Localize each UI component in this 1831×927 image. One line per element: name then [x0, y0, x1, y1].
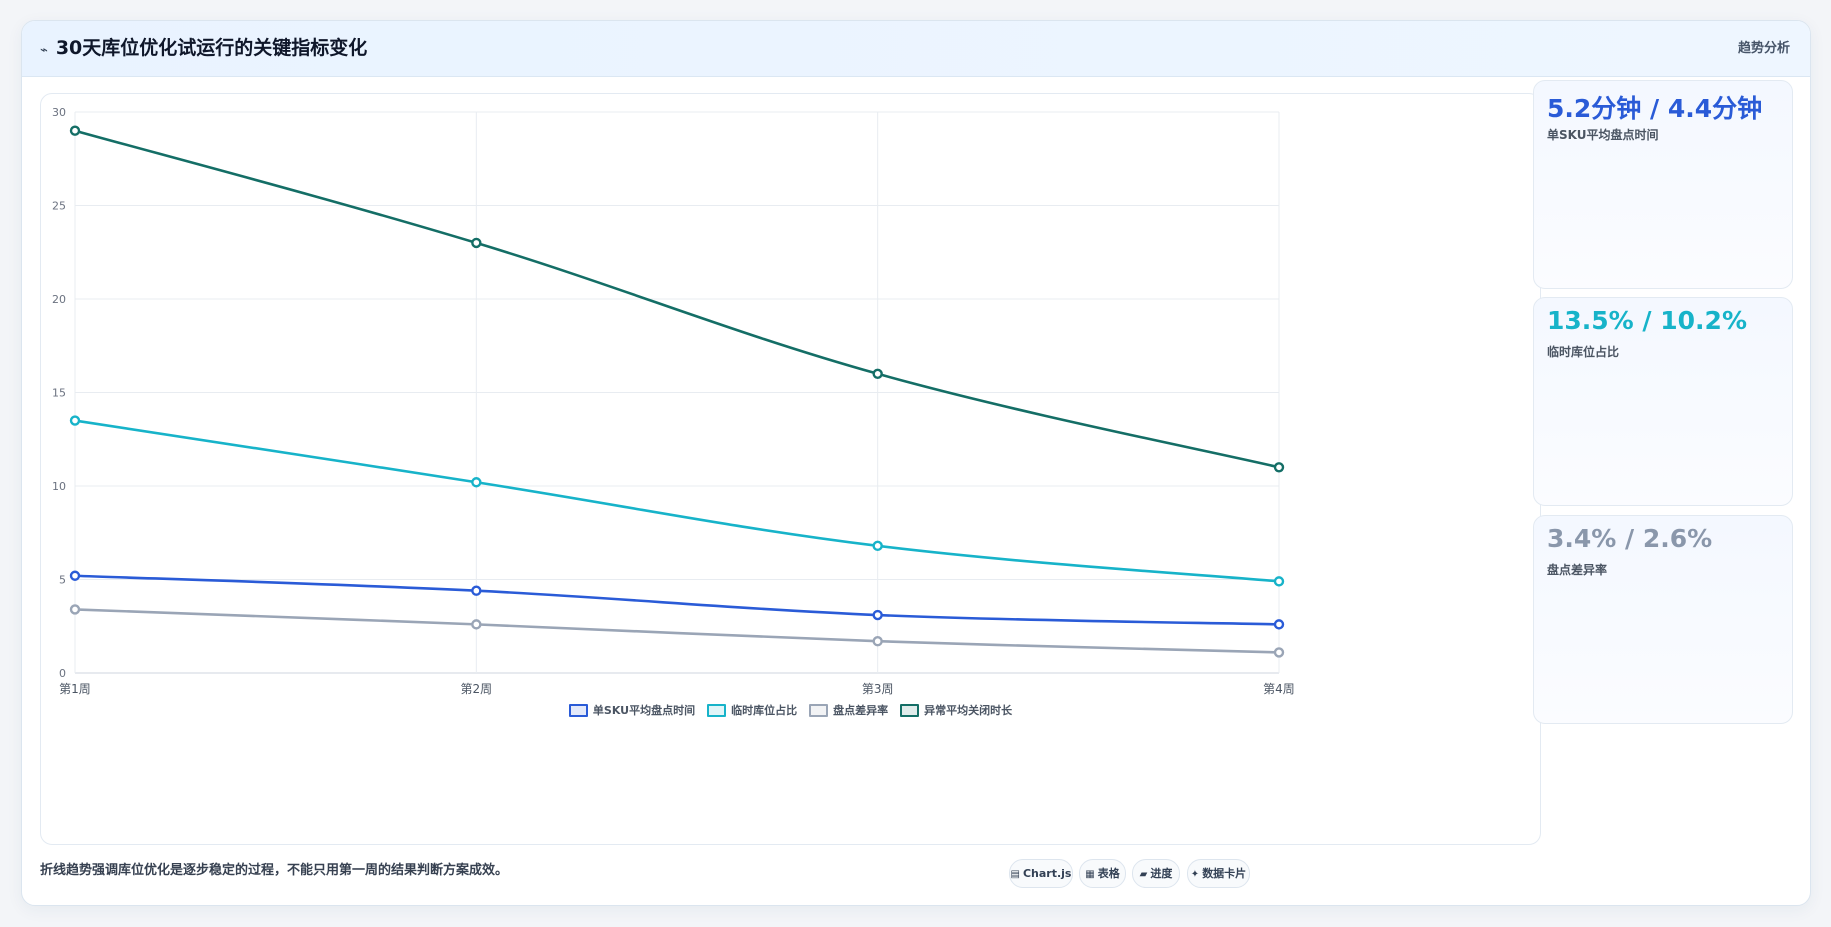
x-tick-label: 第2周	[461, 682, 493, 696]
line-chart-panel: 0 5 10 15 20 25 30 第1周 第2周 第3周 第4周 单SKU平均盘点时间 临时库位占…	[40, 93, 1541, 845]
legend-item[interactable]: 异常平均关闭时长	[900, 702, 1012, 718]
stat-value: 13.5% / 10.2%	[1547, 306, 1747, 335]
button-label: 表格	[1097, 867, 1120, 880]
chart-line-icon: ⌁	[40, 43, 48, 58]
stat-card-inventory-time: 5.2分钟 / 4.4分钟 单SKU平均盘点时间	[1533, 80, 1793, 289]
stat-value: 3.4% / 2.6%	[1547, 524, 1713, 553]
button-label: Chart.js	[1022, 867, 1072, 880]
y-tick-label: 15	[52, 387, 66, 400]
legend-label: 临时库位占比	[731, 704, 798, 717]
series-line	[74, 419, 1280, 583]
table-icon: ▦	[1085, 869, 1095, 880]
button-label: 数据卡片	[1202, 867, 1247, 880]
stat-label: 临时库位占比	[1547, 345, 1620, 359]
legend-item[interactable]: 临时库位占比	[707, 702, 797, 718]
dashboard-card: ⌁ 30天库位优化试运行的关键指标变化 趋势分析 0 5 10 15 20 25 30 第1周 第…	[21, 20, 1811, 906]
line-chart: 0 5 10 15 20 25 30 第1周 第2周 第3周 第4周	[52, 106, 1295, 696]
title-text: 30天库位优化试运行的关键指标变化	[55, 37, 368, 59]
data-point	[872, 636, 883, 647]
y-tick-label: 5	[59, 574, 66, 587]
legend-item[interactable]: 盘点差异率	[809, 702, 888, 718]
data-point	[471, 237, 482, 249]
footer-note: 折线趋势强调库位优化是逐步稳定的过程，不能只用第一周的结果判断方案成效。	[40, 863, 509, 878]
data-point	[1273, 576, 1285, 587]
data-point	[471, 477, 482, 488]
data-point	[872, 540, 883, 552]
legend-swatch	[900, 703, 920, 717]
card-icon: ✦	[1190, 869, 1200, 880]
y-tick-label: 10	[52, 480, 66, 493]
series-line	[74, 129, 1280, 469]
data-point	[872, 609, 883, 621]
series-line	[74, 608, 1280, 654]
trend-analysis-tag: 趋势分析	[1737, 41, 1790, 56]
page-title: ⌁ 30天库位优化试运行的关键指标变化	[40, 21, 367, 76]
data-point	[69, 125, 81, 136]
data-point	[1273, 619, 1285, 630]
legend-swatch	[809, 703, 829, 717]
legend-label: 单SKU平均盘点时间	[592, 704, 696, 717]
series-line	[74, 574, 1280, 626]
data-point	[69, 415, 81, 426]
data-point	[872, 368, 883, 379]
stat-value: 5.2分钟 / 4.4分钟	[1547, 94, 1763, 123]
y-tick-label: 25	[52, 200, 66, 213]
data-point	[471, 585, 482, 596]
legend-item[interactable]: 单SKU平均盘点时间	[568, 702, 696, 718]
stat-label: 盘点差异率	[1547, 563, 1608, 577]
table-button[interactable]: ▦ 表格	[1079, 859, 1126, 888]
legend-label: 盘点差异率	[833, 704, 889, 717]
progress-icon: ▰	[1139, 869, 1148, 880]
x-tick-label: 第3周	[862, 682, 894, 696]
legend-swatch	[707, 703, 727, 717]
x-tick-label: 第1周	[59, 682, 91, 696]
stat-card-temp-location: 13.5% / 10.2% 临时库位占比	[1533, 297, 1793, 506]
stat-label: 单SKU平均盘点时间	[1547, 128, 1659, 142]
chart-legend: 单SKU平均盘点时间 临时库位占比 盘点差异率 异常平均关闭时长	[41, 702, 1540, 718]
y-tick-label: 20	[52, 293, 66, 306]
data-point	[69, 604, 81, 615]
stat-card-diff-rate: 3.4% / 2.6% 盘点差异率	[1533, 515, 1793, 724]
x-tick-label: 第4周	[1263, 682, 1295, 696]
data-point	[471, 619, 482, 630]
chartjs-button[interactable]: ▤ Chart.js	[1009, 859, 1073, 888]
data-point	[1273, 647, 1285, 658]
y-tick-label: 0	[59, 667, 66, 680]
chart-icon: ▤	[1010, 869, 1020, 880]
data-card-button[interactable]: ✦ 数据卡片	[1187, 859, 1250, 888]
data-point	[1273, 462, 1285, 473]
card-header: ⌁ 30天库位优化试运行的关键指标变化 趋势分析	[22, 21, 1810, 77]
button-label: 进度	[1150, 867, 1173, 880]
legend-swatch	[568, 703, 588, 717]
y-tick-label: 30	[52, 106, 66, 119]
data-point	[69, 570, 81, 581]
legend-label: 异常平均关闭时长	[924, 704, 1013, 717]
progress-button[interactable]: ▰ 进度	[1132, 859, 1180, 888]
